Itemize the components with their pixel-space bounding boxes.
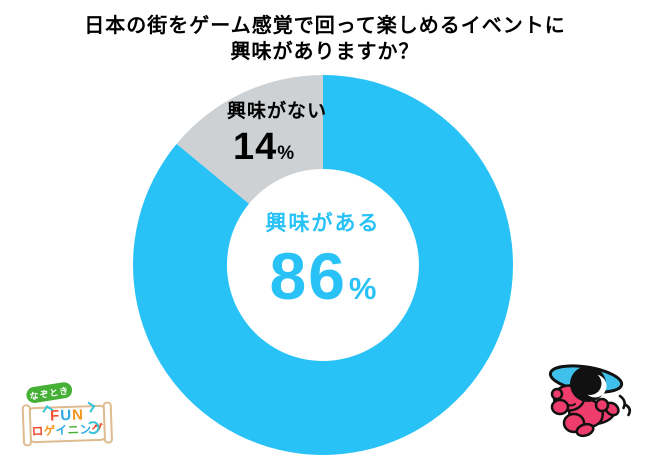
nazotoki-fun-rogaining-logo: なぞとき FUN ロゲイニング (19, 380, 115, 447)
donut-slice-1 (133, 75, 514, 455)
not-interested-unit: % (277, 143, 295, 164)
interested-label: 興味がある (265, 212, 381, 235)
mascot-right-hand (594, 397, 610, 413)
chart-title: 日本の街をゲーム感覚で回って楽しめるイベントに 興味がありますか？ (0, 13, 650, 65)
not-interested-value: 14 (233, 126, 278, 168)
chart-title-line-2: 興味がありますか？ (230, 41, 420, 63)
logo-letter: ニ (67, 424, 80, 437)
logo-letter: イ (55, 424, 68, 438)
mascot-ear (550, 387, 564, 401)
center-label-interested: 興味がある 86 % (266, 207, 381, 314)
mascot-lens-inner (578, 372, 602, 395)
mascot-illustration (548, 364, 632, 438)
not-interested-value-row: 14 % (227, 126, 327, 169)
logo-rogaining-text: ロゲイニング (20, 420, 115, 439)
logo-badge: なぞとき (25, 381, 74, 405)
mascot-running-character (548, 364, 632, 438)
mascot-front-foot (575, 422, 595, 438)
logo-letter: ゲ (43, 425, 56, 438)
chart-title-line-1: 日本の街をゲーム感覚で回って楽しめるイベントに (84, 15, 566, 37)
interested-value: 86 (269, 239, 347, 313)
interested-unit: % (348, 271, 377, 306)
logo-badge-label: なぞとき (28, 385, 70, 402)
interested-value-row: 86 % (266, 238, 381, 314)
donut-slice-2 (176, 75, 323, 204)
motion-line-icon (618, 394, 626, 410)
logo-letter: ロ (31, 425, 44, 439)
mascot-left-fist (550, 398, 570, 416)
not-interested-label: 興味がない (227, 101, 328, 122)
motion-line-icon (624, 403, 632, 417)
slice-label-not-interested: 興味がない 14 % (227, 96, 327, 169)
